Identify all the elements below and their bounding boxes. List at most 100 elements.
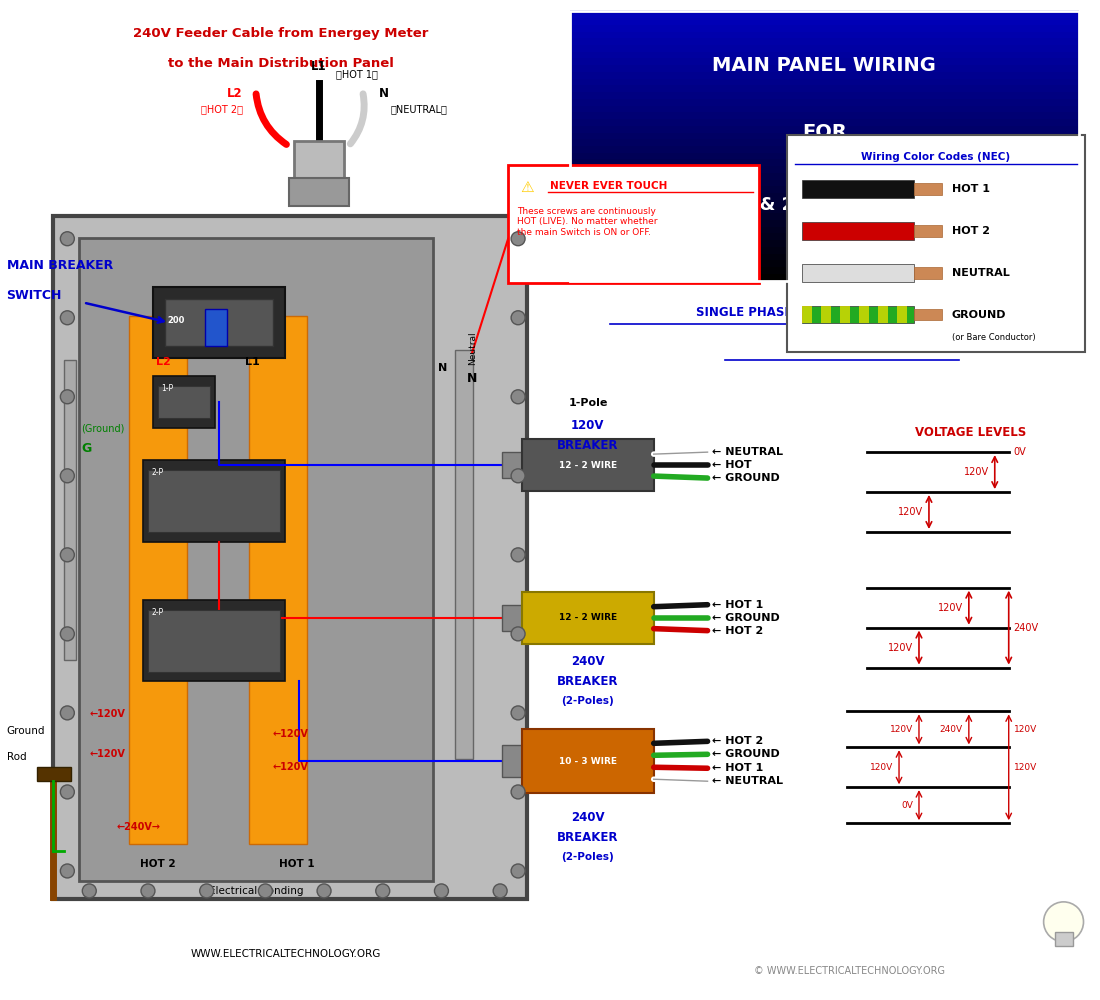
Text: L1: L1 — [245, 357, 261, 367]
Circle shape — [376, 884, 389, 898]
Text: SINGLE PHASE BREAKERS BOX WIRING: SINGLE PHASE BREAKERS BOX WIRING — [695, 306, 953, 319]
Text: ← HOT: ← HOT — [712, 460, 751, 470]
Bar — [802, 264, 914, 282]
Circle shape — [60, 469, 75, 483]
Circle shape — [82, 884, 97, 898]
Text: 12 - 2 WIRE: 12 - 2 WIRE — [559, 613, 617, 622]
Text: BREAKER: BREAKER — [557, 439, 618, 452]
Circle shape — [60, 706, 75, 720]
Text: ← HOT 1: ← HOT 1 — [712, 600, 762, 610]
Text: 120V: 120V — [1014, 763, 1037, 772]
Text: 240V: 240V — [571, 655, 605, 668]
Text: (2-Poles): (2-Poles) — [561, 852, 614, 862]
Circle shape — [512, 785, 525, 799]
Circle shape — [141, 884, 155, 898]
Bar — [570, 226, 1078, 233]
Bar — [822, 306, 830, 323]
Text: 120V: 120V — [870, 763, 893, 772]
Bar — [914, 183, 942, 195]
Text: （HOT 1）: （HOT 1） — [336, 69, 377, 79]
Bar — [37, 767, 72, 781]
Text: Wiring Color Codes (NEC): Wiring Color Codes (NEC) — [861, 152, 1011, 162]
Circle shape — [512, 469, 525, 483]
Bar — [914, 267, 942, 279]
Bar — [570, 172, 1078, 180]
Text: ← GROUND: ← GROUND — [712, 613, 779, 623]
Bar — [570, 192, 1078, 200]
Text: HOT 1: HOT 1 — [952, 184, 990, 194]
Text: 2-P: 2-P — [151, 468, 163, 477]
Bar — [570, 246, 1078, 254]
Circle shape — [60, 785, 75, 799]
Bar — [914, 309, 942, 320]
Text: HOT 2: HOT 2 — [952, 226, 990, 236]
Text: 120V: 120V — [937, 603, 962, 613]
Text: 120V: 120V — [964, 467, 989, 477]
Text: L2: L2 — [228, 87, 243, 100]
Text: These screws are continuously
HOT (LIVE). No matter whether
the main Switch is O: These screws are continuously HOT (LIVE)… — [517, 207, 658, 237]
Text: N: N — [438, 363, 447, 373]
Circle shape — [200, 884, 213, 898]
Circle shape — [512, 706, 525, 720]
Bar — [508, 165, 759, 283]
Circle shape — [512, 627, 525, 641]
Text: 12 - 2 WIRE: 12 - 2 WIRE — [559, 461, 617, 470]
Bar — [158, 386, 210, 418]
Text: 10 - 3 WIRE: 10 - 3 WIRE — [559, 757, 617, 766]
Text: （HOT 2）: （HOT 2） — [201, 104, 243, 114]
Bar — [522, 439, 653, 491]
Circle shape — [258, 884, 273, 898]
Text: Neutral: Neutral — [468, 332, 476, 365]
Bar — [570, 232, 1078, 240]
Bar — [455, 350, 473, 759]
Bar — [570, 24, 1078, 32]
Text: to the Main Distribution Panel: to the Main Distribution Panel — [168, 57, 394, 70]
Bar — [288, 178, 349, 206]
Bar — [570, 71, 1078, 79]
Bar — [570, 44, 1078, 52]
Bar — [143, 460, 285, 542]
Text: 240V: 240V — [1014, 623, 1038, 633]
Bar — [570, 273, 1078, 281]
Circle shape — [60, 864, 75, 878]
Bar — [570, 212, 1078, 220]
Bar — [570, 98, 1078, 106]
Bar — [502, 745, 524, 777]
Bar — [153, 376, 214, 428]
Text: 1-P: 1-P — [161, 384, 173, 393]
Text: 120V: 120V — [888, 643, 913, 653]
Bar — [129, 316, 187, 844]
Bar — [896, 306, 906, 323]
Bar — [570, 10, 1078, 18]
Bar — [802, 306, 914, 323]
Text: Rod: Rod — [7, 752, 26, 762]
Bar — [570, 17, 1078, 25]
Bar — [802, 180, 914, 198]
Text: 120V: 120V — [890, 725, 913, 734]
Bar — [570, 239, 1078, 247]
Bar — [802, 222, 914, 240]
Text: 200: 200 — [167, 316, 185, 325]
Text: 240V: 240V — [571, 811, 605, 824]
Text: Electrical Bonding: Electrical Bonding — [209, 886, 304, 896]
Text: ←120V: ←120V — [89, 709, 125, 719]
Bar — [840, 306, 849, 323]
Text: 120V: 120V — [571, 419, 605, 432]
Circle shape — [512, 548, 525, 562]
Bar — [570, 219, 1078, 227]
Bar — [570, 253, 1078, 260]
Text: SWITCH: SWITCH — [7, 289, 62, 302]
Text: N: N — [468, 372, 477, 385]
Bar — [570, 11, 1078, 281]
Bar — [205, 309, 227, 346]
Bar — [79, 238, 433, 881]
Circle shape — [60, 548, 75, 562]
Bar — [570, 57, 1078, 65]
Bar — [570, 179, 1078, 186]
Bar — [165, 299, 273, 346]
Text: 1-Pole: 1-Pole — [569, 398, 607, 408]
Circle shape — [512, 390, 525, 404]
Circle shape — [60, 390, 75, 404]
Bar — [570, 132, 1078, 139]
Text: Ground: Ground — [7, 726, 45, 736]
